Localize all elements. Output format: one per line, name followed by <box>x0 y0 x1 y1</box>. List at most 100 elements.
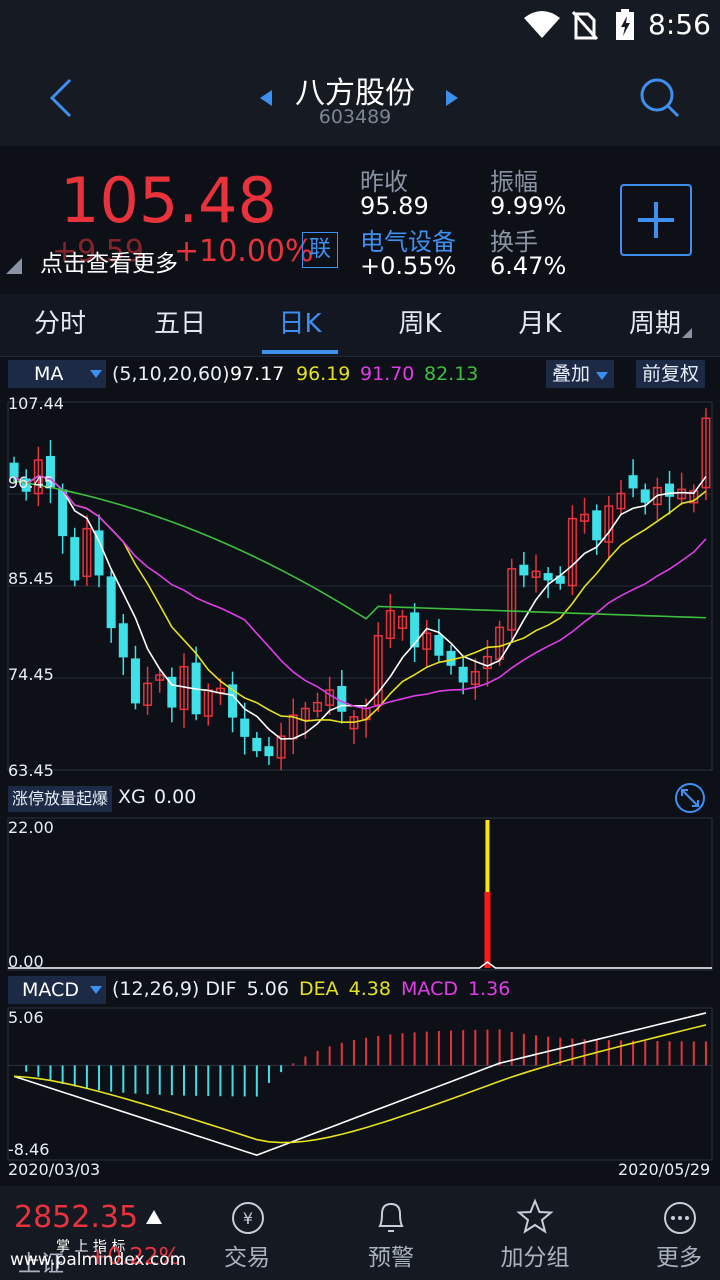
overlay-button[interactable]: 叠加 <box>546 360 615 388</box>
candle-body <box>519 564 529 576</box>
amplitude-value: 9.99% <box>490 192 567 220</box>
date-start: 2020/03/03 <box>8 1160 101 1179</box>
ma-header: MA (5,10,20,60) 97.17 96.19 91.70 82.13 … <box>0 356 720 392</box>
candle-body <box>155 674 165 681</box>
candle-body <box>531 570 541 578</box>
expand-corner-icon <box>6 258 22 274</box>
macd-axis-top: 5.06 <box>8 1008 44 1027</box>
status-bar: 8:56 <box>0 0 720 50</box>
candle-body <box>397 615 407 629</box>
nav-bar: 八方股份 603489 <box>0 50 720 146</box>
alert-tab[interactable]: 预警 <box>368 1245 414 1271</box>
bell-icon <box>378 1202 404 1232</box>
next-stock-icon[interactable] <box>444 88 460 108</box>
panel-frame <box>7 817 713 971</box>
xg-indicator-selector[interactable]: 涨停放量起爆 <box>8 786 113 812</box>
period-tabs: 分时 五日 日K 周K 月K 周期 <box>0 294 720 357</box>
candle-body <box>240 718 250 737</box>
date-end: 2020/05/29 <box>618 1160 711 1179</box>
candle-body <box>118 623 128 658</box>
ma-name: MA <box>34 363 64 385</box>
tab-period[interactable]: 周期 <box>628 309 681 339</box>
candle-body <box>567 517 577 587</box>
candle-body <box>446 650 456 666</box>
tab-daily-k[interactable]: 日K <box>278 309 322 339</box>
plus-icon <box>638 202 674 238</box>
dropdown-icon <box>90 986 102 994</box>
amplitude-label: 振幅 <box>490 168 538 196</box>
add-watchlist-button[interactable] <box>620 184 692 256</box>
lian-button[interactable]: 联 <box>302 232 338 268</box>
fullscreen-icon[interactable] <box>674 782 706 814</box>
candle-body <box>70 537 80 581</box>
ma60-value: 82.13 <box>424 363 479 385</box>
candle-body <box>652 486 662 506</box>
star-icon <box>516 1198 554 1234</box>
xg-label: XG <box>118 786 146 808</box>
back-icon[interactable] <box>44 76 76 120</box>
xg-value: 0.00 <box>154 786 197 808</box>
candle-body <box>434 634 444 656</box>
candle-body <box>9 462 19 478</box>
search-icon[interactable] <box>638 76 682 120</box>
sector-name[interactable]: 电气设备 <box>360 228 456 256</box>
prev-stock-icon[interactable] <box>258 88 274 108</box>
index-value[interactable]: 2852.35 <box>14 1200 139 1235</box>
candle-body <box>628 475 638 489</box>
candle-body <box>143 682 153 706</box>
ma20-line <box>13 475 707 710</box>
candle-body <box>470 670 480 686</box>
candle-body <box>543 573 553 581</box>
adjust-button[interactable]: 前复权 <box>636 360 706 388</box>
candle-body <box>264 746 274 757</box>
chart-area[interactable] <box>0 392 720 1182</box>
price-axis-label: 63.45 <box>8 761 54 780</box>
trade-tab[interactable]: 交易 <box>224 1245 270 1271</box>
macd-axis-bottom: -8.46 <box>8 1140 50 1159</box>
candle-body <box>252 737 262 752</box>
dea-line <box>14 1024 707 1144</box>
add-group-tab[interactable]: 加分组 <box>500 1245 570 1271</box>
xg-line <box>8 961 712 969</box>
quote-panel[interactable]: 105.48 +9.59 +10.00% 联 点击查看更多 昨收 95.89 电… <box>0 146 720 294</box>
more-tab[interactable]: 更多 <box>656 1245 702 1271</box>
macd-selector[interactable]: MACD <box>8 976 106 1004</box>
period-dropdown-icon <box>682 328 692 338</box>
turnover-value: 6.47% <box>490 252 567 280</box>
chart-grid <box>7 401 713 1161</box>
candle-body <box>385 609 395 639</box>
price-axis-label: 96.45 <box>8 473 54 492</box>
price-axis-label: 85.45 <box>8 569 54 588</box>
candle-body <box>410 612 420 648</box>
ma5-value: 97.17 <box>230 363 285 385</box>
tab-intraday[interactable]: 分时 <box>33 309 86 339</box>
tab-five-day[interactable]: 五日 <box>153 309 206 339</box>
more-hint[interactable]: 点击查看更多 <box>40 251 178 277</box>
ma60-line <box>13 480 706 620</box>
price-axis-label: 107.44 <box>8 394 64 413</box>
price-change-pct: +10.00% <box>174 234 314 269</box>
candle-body <box>106 576 116 629</box>
macd-chart <box>8 1012 712 1157</box>
candle-body <box>82 527 92 578</box>
tab-weekly-k[interactable]: 周K <box>398 309 442 339</box>
candle-body <box>482 655 492 670</box>
dropdown-icon <box>90 370 102 378</box>
prev-close-value: 95.89 <box>360 192 429 220</box>
ma-selector[interactable]: MA <box>8 360 106 388</box>
candle-body <box>580 513 590 522</box>
prev-close-label: 昨收 <box>360 168 408 196</box>
candle-body <box>592 510 602 541</box>
up-arrow-icon <box>146 1210 162 1224</box>
candle-body <box>422 632 432 650</box>
candle-body <box>701 417 711 489</box>
active-tab-indicator <box>262 350 338 354</box>
price-change: +9.59 <box>52 234 144 269</box>
candle-body <box>21 478 31 492</box>
candle-body <box>616 492 626 510</box>
watermark-url: www.palmindex.com <box>10 1250 187 1270</box>
stock-code: 603489 <box>318 106 392 128</box>
tab-monthly-k[interactable]: 月K <box>518 309 562 339</box>
candle-body <box>507 568 517 631</box>
ma10-line <box>13 475 707 724</box>
